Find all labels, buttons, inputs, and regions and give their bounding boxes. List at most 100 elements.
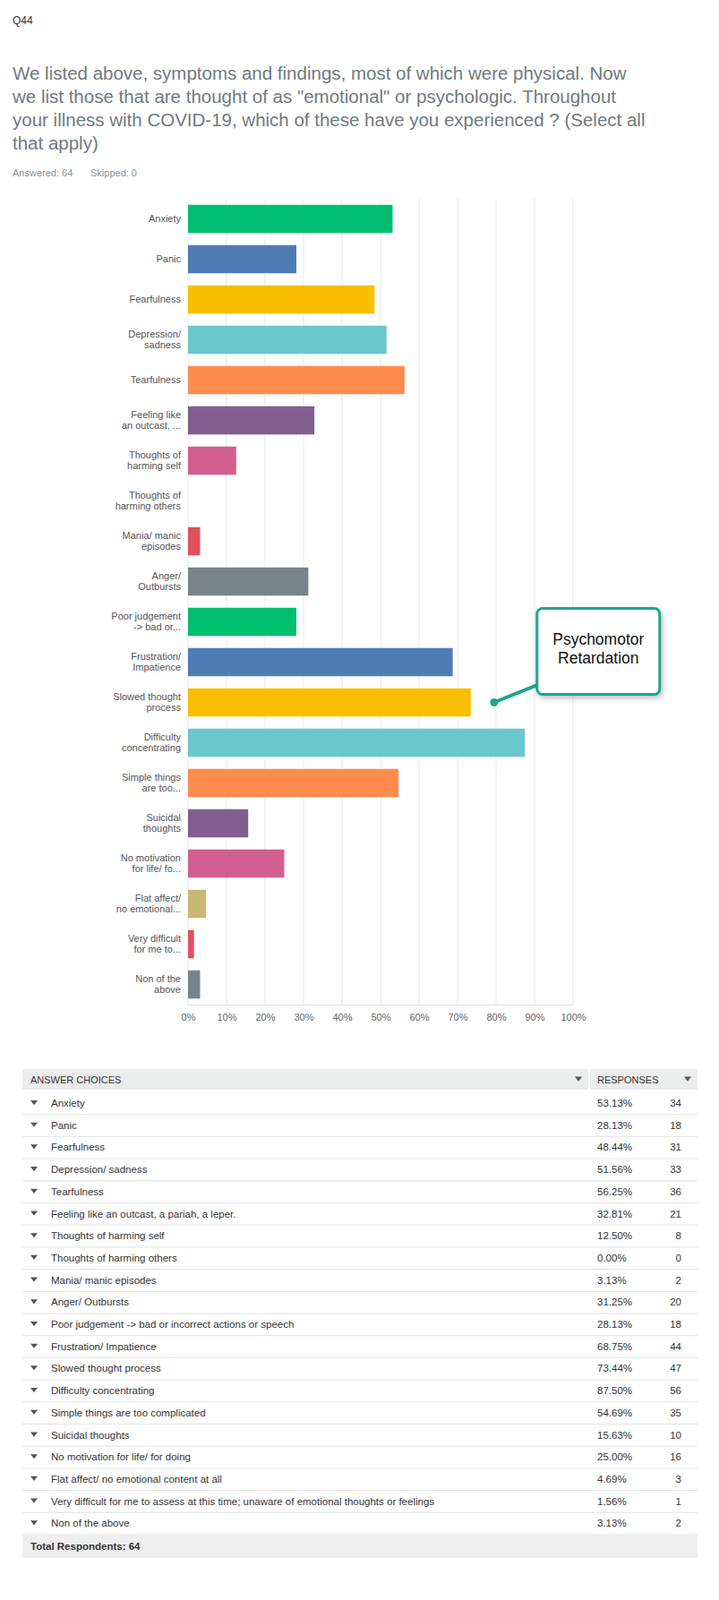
text-line: harming self [127,460,182,471]
answer-choice: Anger/ Outbursts [51,1296,129,1308]
answer-choice: Feeling like an outcast, a pariah, a lep… [51,1208,237,1220]
category-label: Tearfulness [130,374,182,386]
x-axis: 0%10%20%30%40%50%60%70%80%90%100% [181,1004,587,1023]
tick: Very difficultfor me to... [128,932,189,956]
response-count: 56 [669,1385,682,1396]
answered: Answered: 64 [12,167,73,179]
response-percent: 56.25% [597,1186,633,1198]
tick: 70% [447,1004,468,1023]
response-count: 2 [676,1517,682,1529]
category-label: Simple thingsare too... [121,771,182,795]
text-line: above [154,984,181,995]
tick: 80% [486,1004,506,1023]
grid [188,198,574,1005]
row-separator [22,1113,698,1115]
response-count: 1 [676,1496,682,1507]
sort-icon [30,1100,38,1105]
category-label: Feeling likean outcast, ... [121,409,181,432]
response-count: 3 [676,1473,682,1485]
bars [188,205,525,1000]
response-percent: 25.00% [597,1451,633,1463]
answer-choice: Difficulty concentrating [51,1385,155,1396]
sort-icon [30,1476,38,1481]
category-label: Thoughts ofharming self [127,449,182,472]
grid-line [342,198,343,1005]
tick: 100% [560,1004,586,1023]
category-label: Depression/sadness [128,328,182,351]
text-line: thoughts [143,822,182,834]
response-count: 18 [669,1318,682,1330]
table-footer-bg [22,1534,698,1558]
sort-icon [30,1498,38,1504]
tick: 90% [524,1004,545,1023]
tick: Flat affect/no emotional... [116,892,189,916]
bar [188,487,189,516]
sort-icon [574,1077,583,1082]
tick: Panic [155,253,189,265]
text-line: an outcast, ... [121,419,181,431]
response-percent: 31.25% [597,1296,633,1308]
category-label: Fearfulness [129,293,182,305]
total-respondents: Total Respondents: 64 [30,1540,141,1552]
category-label: No motivationfor life/ fo... [120,852,181,875]
row-separator [22,1291,698,1293]
answer-choice: Frustration/ Impatience [51,1341,157,1353]
tick-label: 10% [216,1011,237,1023]
answer-choice: Slowed thought process [51,1362,162,1374]
answer-choice: Non of the above [51,1517,130,1529]
category-label: Very difficultfor me to... [128,932,181,956]
bar [188,930,195,959]
tick-label: 80% [486,1011,506,1023]
bar [188,970,200,1000]
category-label: Anger/Outbursts [137,570,182,593]
response-count: 31 [669,1141,682,1153]
table-row: Poor judgement -> bad or incorrect actio… [22,1318,698,1336]
tick: Depression/sadness [128,328,189,351]
row-separator [22,1313,698,1315]
text-line: sadness [144,339,181,351]
response-count: 47 [669,1362,682,1374]
response-percent: 68.75% [597,1341,633,1353]
response-count: 35 [669,1407,682,1419]
table-row: Frustration/ Impatience68.75%44 [22,1341,698,1359]
response-percent: 3.13% [597,1517,627,1529]
text-line: no emotional... [116,903,181,915]
question-id: Q44 [12,14,34,27]
table-row: Slowed thought process73.44%47 [22,1362,698,1380]
tick: Tearfulness [130,374,189,386]
bar [188,406,315,436]
text-line: harming others [115,500,182,512]
row-separator [22,1357,698,1359]
bar [188,245,297,274]
sort-icon [30,1299,38,1304]
category-label: Non of theabove [135,973,181,996]
grid-line [573,198,574,1005]
text-line: Psychomotor [552,630,644,649]
answer-choice: Very difficult for me to assess at this … [51,1496,435,1507]
response-percent: 54.69% [597,1407,633,1419]
tick: Fearfulness [129,293,189,305]
tick: 40% [332,1004,352,1023]
text-line: Tearfulness [130,374,182,386]
grid-line [226,198,228,1005]
grid-line [496,198,497,1005]
table-row: Flat affect/ no emotional content at all… [22,1473,698,1491]
y-axis: AnxietyPanicFearfulnessDepression/sadnes… [111,199,189,1006]
table-row: Mania/ manic episodes3.13%2 [22,1275,698,1293]
category-label: Difficultyconcentrating [121,731,182,754]
bar [188,607,297,637]
table-header-bg [22,1069,698,1090]
answer-choice: Flat affect/ no emotional content at all [51,1473,223,1485]
grid-line [188,198,189,1005]
row-separator [22,1489,698,1491]
response-percent: 3.13% [597,1275,627,1286]
response-percent: 28.13% [597,1120,633,1131]
table-row: Simple things are too complicated54.69%3… [22,1407,698,1425]
bar [188,769,399,798]
tick: 0% [181,1004,197,1023]
text-line: Thoughts of [128,449,182,461]
response-percent: 4.69% [597,1473,627,1485]
table-row: Panic28.13%18 [22,1120,698,1138]
tick-label: 90% [524,1011,545,1023]
text-line: Panic [155,253,181,265]
